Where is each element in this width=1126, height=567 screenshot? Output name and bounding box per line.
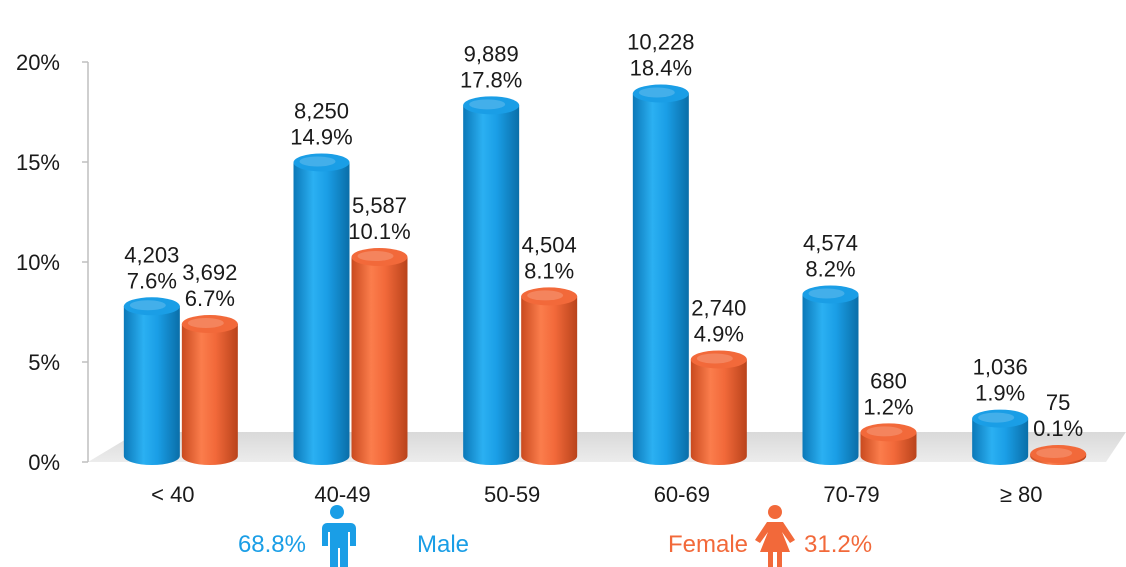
x-category-label: < 40	[151, 482, 194, 507]
data-label-count: 3,692	[182, 260, 237, 285]
data-label-count: 680	[870, 368, 907, 393]
data-label-percent: 7.6%	[127, 268, 177, 293]
data-label-count: 4,504	[522, 232, 577, 257]
bar-female	[1030, 445, 1087, 465]
x-category-label: 50-59	[484, 482, 540, 507]
y-tick-label: 15%	[16, 150, 60, 175]
data-label-percent: 8.2%	[805, 256, 855, 281]
legend-female-label: Female	[668, 531, 748, 558]
data-label-count: 2,740	[691, 295, 746, 320]
data-label-percent: 1.2%	[863, 394, 913, 419]
bar-female	[860, 423, 917, 465]
legend: 68.8% Male Female 31.2%	[238, 505, 872, 567]
female-person-icon	[755, 505, 795, 567]
bar-male	[632, 84, 689, 466]
data-label-count: 4,203	[124, 242, 179, 267]
data-label-percent: 0.1%	[1033, 416, 1083, 441]
x-category-label: 70-79	[823, 482, 879, 507]
x-category-label: 40-49	[314, 482, 370, 507]
y-tick-label: 5%	[28, 350, 60, 375]
data-label-count: 75	[1046, 390, 1070, 415]
x-category-label: ≥ 80	[1000, 482, 1043, 507]
data-label-percent: 14.9%	[290, 124, 352, 149]
legend-female-percent: 31.2%	[804, 531, 872, 558]
bar-male	[293, 153, 350, 465]
bar-female	[181, 315, 238, 465]
bar-male	[123, 297, 180, 465]
data-label-count: 8,250	[294, 98, 349, 123]
data-label-percent: 8.1%	[524, 258, 574, 283]
data-label-count: 4,574	[803, 230, 858, 255]
y-tick-label: 10%	[16, 250, 60, 275]
bar-female	[521, 287, 578, 465]
data-label-percent: 10.1%	[348, 219, 410, 244]
data-label-count: 9,889	[464, 41, 519, 66]
data-label-percent: 17.8%	[460, 67, 522, 92]
data-label-count: 10,228	[627, 30, 694, 55]
data-label-count: 1,036	[973, 355, 1028, 380]
legend-male-label: Male	[417, 531, 469, 558]
legend-male-percent: 68.8%	[238, 531, 306, 558]
male-person-icon	[322, 505, 356, 567]
chart-floor	[88, 432, 1126, 462]
y-tick-label: 20%	[16, 50, 60, 75]
y-tick-label: 0%	[28, 450, 60, 475]
bar-female	[690, 350, 747, 465]
data-label-percent: 6.7%	[185, 286, 235, 311]
data-label-percent: 4.9%	[694, 321, 744, 346]
bar-male	[802, 285, 859, 465]
bar-female	[351, 248, 408, 465]
data-label-percent: 18.4%	[630, 56, 692, 81]
data-label-count: 5,587	[352, 193, 407, 218]
bar-male	[463, 96, 520, 465]
data-label-percent: 1.9%	[975, 381, 1025, 406]
x-category-label: 60-69	[654, 482, 710, 507]
bar-male	[972, 409, 1029, 465]
